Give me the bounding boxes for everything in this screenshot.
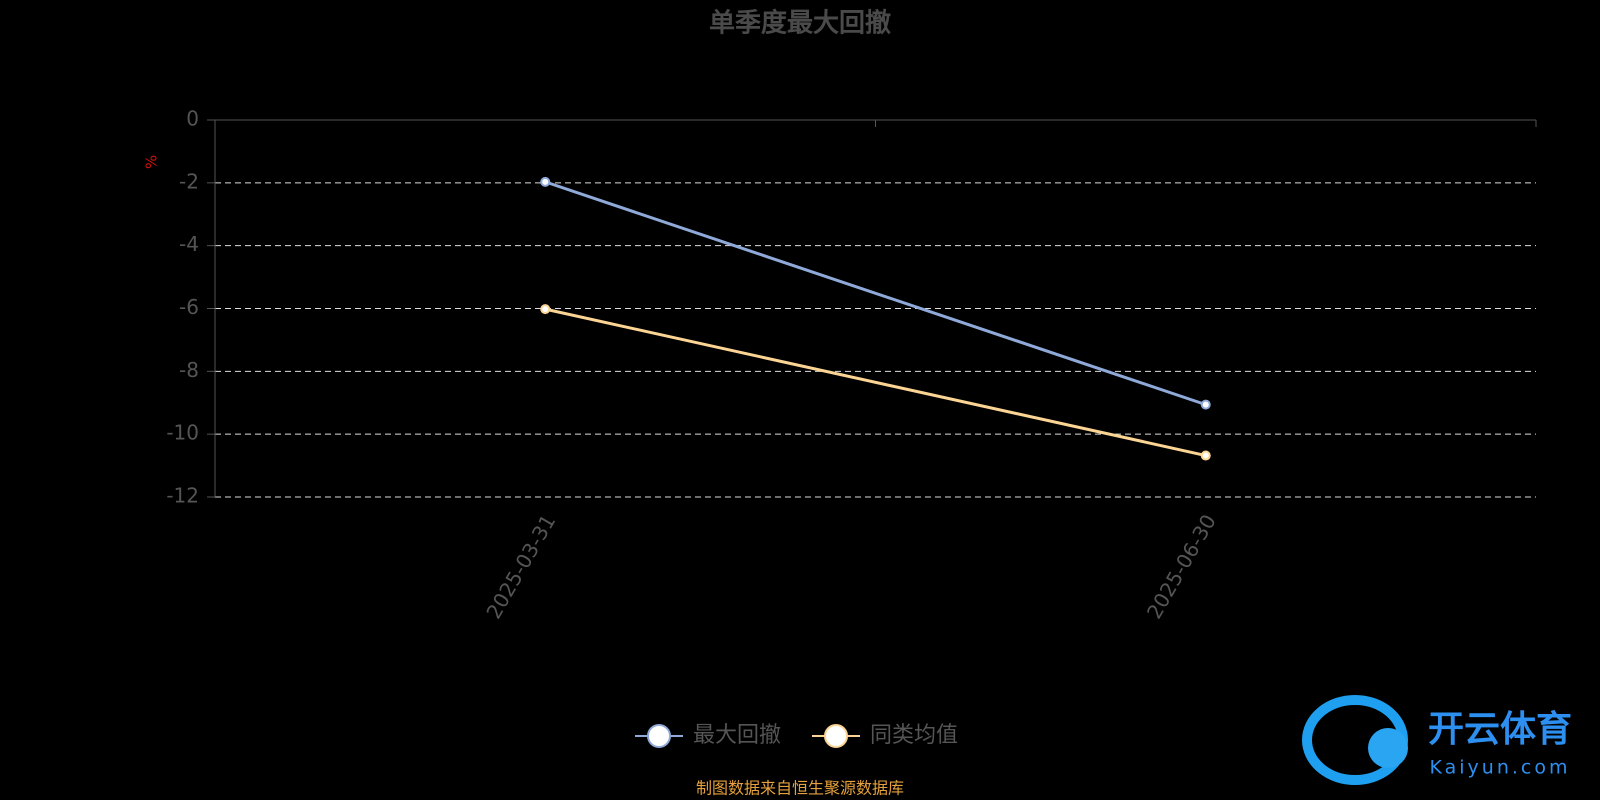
- x-tick-label: 2025-06-30: [1142, 510, 1221, 623]
- series-line: [544, 307, 1207, 457]
- legend-label: 同类均值: [870, 723, 958, 748]
- legend-label: 最大回撤: [693, 723, 781, 748]
- y-axis-label: %: [143, 155, 161, 169]
- x-tick-label: 2025-03-31: [481, 510, 560, 623]
- chart-title: 单季度最大回撤: [709, 8, 891, 39]
- legend-marker: [824, 724, 848, 748]
- y-tick-label: -6: [179, 295, 199, 319]
- y-tick-label: -10: [166, 421, 199, 445]
- logo-text: 开云体育: [1428, 709, 1572, 750]
- watermark-logo: 开云体育 Kaiyun.com: [1302, 695, 1572, 785]
- y-tick-label: -2: [179, 169, 199, 193]
- y-tick-label: 0: [186, 107, 199, 131]
- point: [1200, 399, 1211, 410]
- y-tick-label: -8: [179, 358, 199, 382]
- point: [1200, 450, 1211, 461]
- series-line: [544, 180, 1207, 407]
- y-tick-label: -4: [179, 232, 199, 256]
- logo-ball: [1368, 728, 1408, 768]
- legend-marker: [647, 724, 671, 748]
- y-tick-label: -12: [166, 484, 199, 508]
- point: [540, 304, 551, 315]
- logo-subtext: Kaiyun.com: [1430, 757, 1571, 779]
- point: [540, 176, 551, 187]
- source-note: 制图数据来自恒生聚源数据库: [696, 779, 904, 798]
